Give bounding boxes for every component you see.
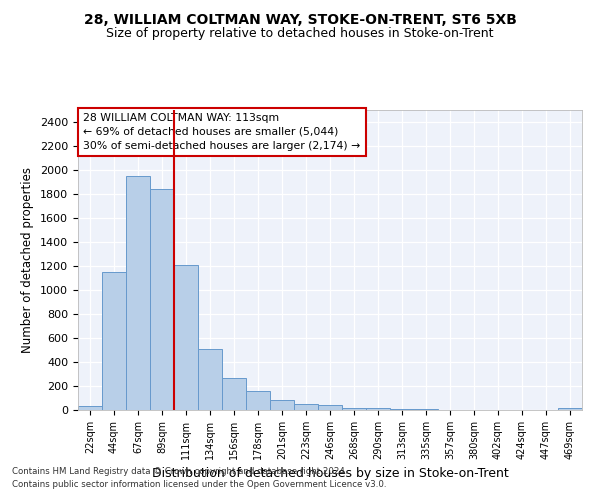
Bar — [246, 392, 270, 410]
Bar — [78, 406, 102, 410]
Text: Contains public sector information licensed under the Open Government Licence v3: Contains public sector information licen… — [12, 480, 386, 489]
Bar — [126, 176, 150, 410]
X-axis label: Distribution of detached houses by size in Stoke-on-Trent: Distribution of detached houses by size … — [152, 468, 508, 480]
Y-axis label: Number of detached properties: Number of detached properties — [22, 167, 34, 353]
Bar — [198, 349, 222, 410]
Bar — [390, 409, 414, 410]
Text: Contains HM Land Registry data © Crown copyright and database right 2024.: Contains HM Land Registry data © Crown c… — [12, 467, 347, 476]
Bar — [294, 404, 318, 410]
Text: Size of property relative to detached houses in Stoke-on-Trent: Size of property relative to detached ho… — [106, 28, 494, 40]
Bar — [558, 408, 582, 410]
Bar — [102, 272, 126, 410]
Bar — [222, 378, 246, 410]
Bar — [150, 189, 174, 410]
Text: 28 WILLIAM COLTMAN WAY: 113sqm
← 69% of detached houses are smaller (5,044)
30% : 28 WILLIAM COLTMAN WAY: 113sqm ← 69% of … — [83, 113, 360, 151]
Bar — [366, 408, 390, 410]
Text: 28, WILLIAM COLTMAN WAY, STOKE-ON-TRENT, ST6 5XB: 28, WILLIAM COLTMAN WAY, STOKE-ON-TRENT,… — [83, 12, 517, 26]
Bar — [414, 409, 438, 410]
Bar — [174, 265, 198, 410]
Bar — [318, 405, 342, 410]
Bar — [342, 408, 366, 410]
Bar — [270, 400, 294, 410]
